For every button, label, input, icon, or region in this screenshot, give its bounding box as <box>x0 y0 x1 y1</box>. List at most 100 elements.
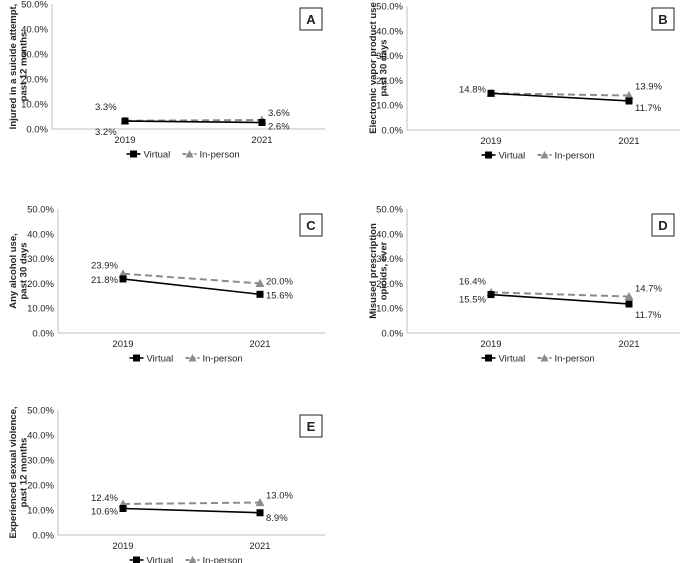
data-label-virtual: 21.8% <box>91 275 118 286</box>
x-tick-label: 2019 <box>480 136 501 147</box>
y-axis-label-line: past 30 days <box>19 242 30 299</box>
y-tick-label: 40.0% <box>376 229 403 240</box>
legend-label-in-person: In-person <box>555 354 595 365</box>
y-tick-label: 10.0% <box>376 101 403 112</box>
chart-panel-a: 0.0% 10.0% 20.0% 30.0% 40.0% 50.0% 2019 2021 Inj… <box>8 0 325 161</box>
panel-letter: D <box>658 218 667 233</box>
legend-marker-virtual <box>485 354 492 362</box>
legend-marker-virtual <box>485 151 492 159</box>
series-line-virtual <box>122 278 261 296</box>
legend-label-virtual: Virtual <box>499 151 526 162</box>
data-label-in-person: 12.4% <box>91 493 118 504</box>
y-tick-label: 20.0% <box>376 76 403 87</box>
panel-letter: E <box>307 419 316 434</box>
legend-marker-in-person <box>188 556 197 563</box>
y-tick-label: 30.0% <box>376 254 403 265</box>
data-point-in-person <box>624 91 634 100</box>
y-axis-label-line: past 30 days <box>379 39 390 96</box>
data-label-virtual: 10.6% <box>91 507 118 518</box>
y-axis-label-line: past 12 months <box>19 438 30 508</box>
y-tick-label: 20.0% <box>21 75 48 86</box>
panel-letter-box <box>299 414 323 438</box>
chart-panel-d: 0.0% 10.0% 20.0% 30.0% 40.0% 50.0% 2019 2021 Mis… <box>368 205 680 365</box>
panel-letter: A <box>306 12 316 27</box>
panel-letter-box <box>299 7 323 31</box>
legend-label-in-person: In-person <box>203 556 243 563</box>
data-label-in-person: 3.3% <box>95 102 117 113</box>
y-tick-label: 30.0% <box>27 456 54 467</box>
y-tick-label: 50.0% <box>21 0 48 11</box>
y-axis-label: Electronic vapor product usepast 30 days <box>368 2 390 133</box>
y-tick-label: 40.0% <box>27 229 54 240</box>
legend: Virtual In-person <box>129 354 243 365</box>
legend: Virtual In-person <box>481 354 595 365</box>
panel-letter-box <box>651 7 675 31</box>
x-tick-label: 2021 <box>618 339 639 350</box>
series-line-in-person <box>490 92 630 97</box>
y-tick-label: 10.0% <box>376 304 403 315</box>
data-point-virtual <box>119 275 127 283</box>
y-axis-label-line: Injured in a suicide attempt, <box>8 4 19 130</box>
x-tick-label: 2019 <box>112 339 133 350</box>
y-tick-label: 50.0% <box>27 205 54 216</box>
data-label-virtual: 2.6% <box>268 122 290 133</box>
y-tick-label: 30.0% <box>376 51 403 62</box>
legend-marker-in-person <box>540 354 549 362</box>
panel-letter: C <box>306 218 316 233</box>
y-tick-label: 50.0% <box>376 2 403 13</box>
data-label-in-person: 3.6% <box>268 108 290 119</box>
series-line-in-person <box>122 501 261 505</box>
y-tick-label: 0.0% <box>381 329 403 340</box>
chart-panel-e: 0.0% 10.0% 20.0% 30.0% 40.0% 50.0% 2019 2021 Exp… <box>8 406 325 563</box>
y-axis-label-line: Electronic vapor product use <box>368 2 379 133</box>
y-tick-label: 50.0% <box>27 406 54 417</box>
legend-label-virtual: Virtual <box>144 150 171 161</box>
legend-marker-in-person <box>185 150 194 158</box>
legend-label-in-person: In-person <box>555 151 595 162</box>
series-line-in-person <box>122 272 261 285</box>
legend-marker-virtual <box>133 354 140 362</box>
y-tick-label: 20.0% <box>376 279 403 290</box>
data-label-virtual: 14.8% <box>459 84 486 95</box>
x-tick-label: 2021 <box>618 136 639 147</box>
series-line-virtual <box>490 92 630 102</box>
legend-label-virtual: Virtual <box>147 354 174 365</box>
data-point-virtual <box>256 509 264 517</box>
data-label-virtual: 3.2% <box>95 127 117 138</box>
data-label-virtual: 8.9% <box>266 513 288 524</box>
y-tick-label: 50.0% <box>376 205 403 216</box>
data-label-virtual: 15.6% <box>266 290 293 301</box>
data-point-virtual <box>625 300 633 308</box>
data-point-in-person <box>255 278 265 287</box>
y-tick-label: 40.0% <box>27 431 54 442</box>
x-tick-label: 2021 <box>249 541 270 552</box>
y-tick-label: 10.0% <box>27 304 54 315</box>
y-tick-label: 20.0% <box>27 481 54 492</box>
y-tick-label: 40.0% <box>21 25 48 36</box>
x-tick-label: 2021 <box>249 339 270 350</box>
data-label-in-person: 13.0% <box>266 491 293 502</box>
legend: Virtual In-person <box>481 151 595 162</box>
y-axis-label: Experienced sexual violence,past 12 mont… <box>8 406 30 538</box>
data-point-virtual <box>625 97 633 105</box>
legend-label-virtual: Virtual <box>499 354 526 365</box>
x-tick-label: 2021 <box>251 135 272 146</box>
legend: Virtual In-person <box>129 556 243 563</box>
y-axis-label-line: Any alcohol use, <box>8 233 19 309</box>
data-label-in-person: 16.4% <box>459 276 486 287</box>
y-axis-label: Misused prescriptionopioids, ever <box>368 223 390 319</box>
y-tick-label: 10.0% <box>21 100 48 111</box>
series-line-virtual <box>122 507 261 514</box>
y-tick-label: 30.0% <box>21 50 48 61</box>
legend-label-in-person: In-person <box>203 354 243 365</box>
y-tick-label: 0.0% <box>32 531 54 542</box>
legend-label-in-person: In-person <box>200 150 240 161</box>
data-point-in-person <box>255 498 265 507</box>
chart-panel-b: 0.0% 10.0% 20.0% 30.0% 40.0% 50.0% 2019 2021 Ele… <box>368 2 680 162</box>
legend: Virtual In-person <box>126 150 240 161</box>
data-label-virtual: 11.7% <box>635 103 662 114</box>
panel-letter-box <box>651 213 675 237</box>
y-axis-label-line: Experienced sexual violence, <box>8 406 19 538</box>
data-label-in-person: 23.9% <box>91 261 118 272</box>
